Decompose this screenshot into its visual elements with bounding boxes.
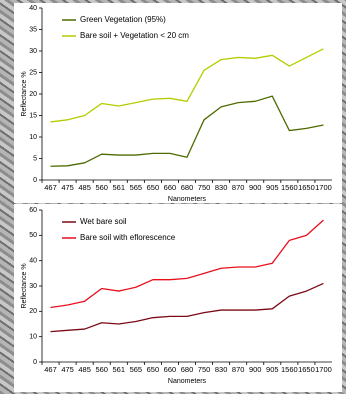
x-tick-label: 560 — [95, 183, 108, 192]
y-tick-label: 20 — [29, 91, 37, 98]
x-tick-label: 561 — [113, 183, 126, 192]
x-tick-label: 475 — [61, 365, 74, 374]
legend-label: Wet bare soil — [80, 217, 127, 226]
y-tick-label: 25 — [29, 69, 37, 76]
x-tick-label: 1560 — [281, 365, 298, 374]
x-tick-label: 870 — [232, 183, 245, 192]
y-tick-label: 30 — [29, 48, 37, 55]
x-tick-label: 905 — [266, 365, 279, 374]
x-tick-label: 485 — [78, 183, 91, 192]
x-tick-label: 905 — [266, 183, 279, 192]
legend-label: Bare soil + Vegetation < 20 cm — [80, 31, 189, 40]
x-tick-label: 830 — [215, 365, 228, 374]
x-tick-label: 660 — [164, 183, 177, 192]
y-axis-label: Reflectance % — [21, 263, 28, 308]
legend-label: Green Vegetation (95%) — [80, 15, 166, 24]
y-tick-label: 50 — [29, 232, 37, 239]
x-tick-label: 680 — [181, 183, 194, 192]
x-tick-label: 1700 — [315, 183, 332, 192]
y-tick-label: 20 — [29, 308, 37, 315]
legend-label: Bare soil with eflorescence — [80, 233, 176, 242]
x-tick-label: 900 — [249, 183, 262, 192]
x-tick-label: 750 — [198, 365, 211, 374]
charts: 0 5 10 15 20 25 30 35 40 467 475 485 560 561 565 650 660… — [0, 0, 346, 394]
y-tick-label: 40 — [29, 5, 37, 12]
x-tick-label: 650 — [147, 183, 160, 192]
y-tick-label: 40 — [29, 258, 37, 265]
panel — [14, 204, 342, 392]
y-tick-label: 10 — [29, 134, 37, 141]
x-tick-label: 560 — [95, 365, 108, 374]
x-tick-label: 660 — [164, 365, 177, 374]
x-tick-label: 1650 — [298, 183, 315, 192]
x-tick-label: 1700 — [315, 365, 332, 374]
x-tick-label: 830 — [215, 183, 228, 192]
x-tick-label: 565 — [130, 365, 143, 374]
x-tick-label: 650 — [147, 365, 160, 374]
x-tick-label: 680 — [181, 365, 194, 374]
y-tick-label: 10 — [29, 334, 37, 341]
y-tick-label: 60 — [29, 207, 37, 214]
x-tick-label: 467 — [44, 365, 57, 374]
x-tick-label: 1650 — [298, 365, 315, 374]
x-tick-label: 900 — [249, 365, 262, 374]
y-tick-label: 0 — [33, 359, 37, 366]
y-tick-label: 0 — [33, 177, 37, 184]
x-tick-label: 475 — [61, 183, 74, 192]
x-tick-label: 870 — [232, 365, 245, 374]
x-tick-label: 1560 — [281, 183, 298, 192]
x-tick-label: 565 — [130, 183, 143, 192]
y-tick-label: 15 — [29, 112, 37, 119]
x-tick-label: 467 — [44, 183, 57, 192]
x-axis-label: Nanometers — [168, 196, 207, 203]
y-tick-label: 5 — [33, 155, 37, 162]
y-tick-label: 30 — [29, 283, 37, 290]
x-tick-label: 561 — [113, 365, 126, 374]
y-tick-label: 35 — [29, 26, 37, 33]
x-tick-label: 485 — [78, 365, 91, 374]
screenshot: 0 5 10 15 20 25 30 35 40 467 475 485 560 561 565 650 660… — [0, 0, 346, 394]
x-tick-label: 750 — [198, 183, 211, 192]
x-axis-label: Nanometers — [168, 378, 207, 385]
y-axis-label: Reflectance % — [21, 71, 28, 116]
